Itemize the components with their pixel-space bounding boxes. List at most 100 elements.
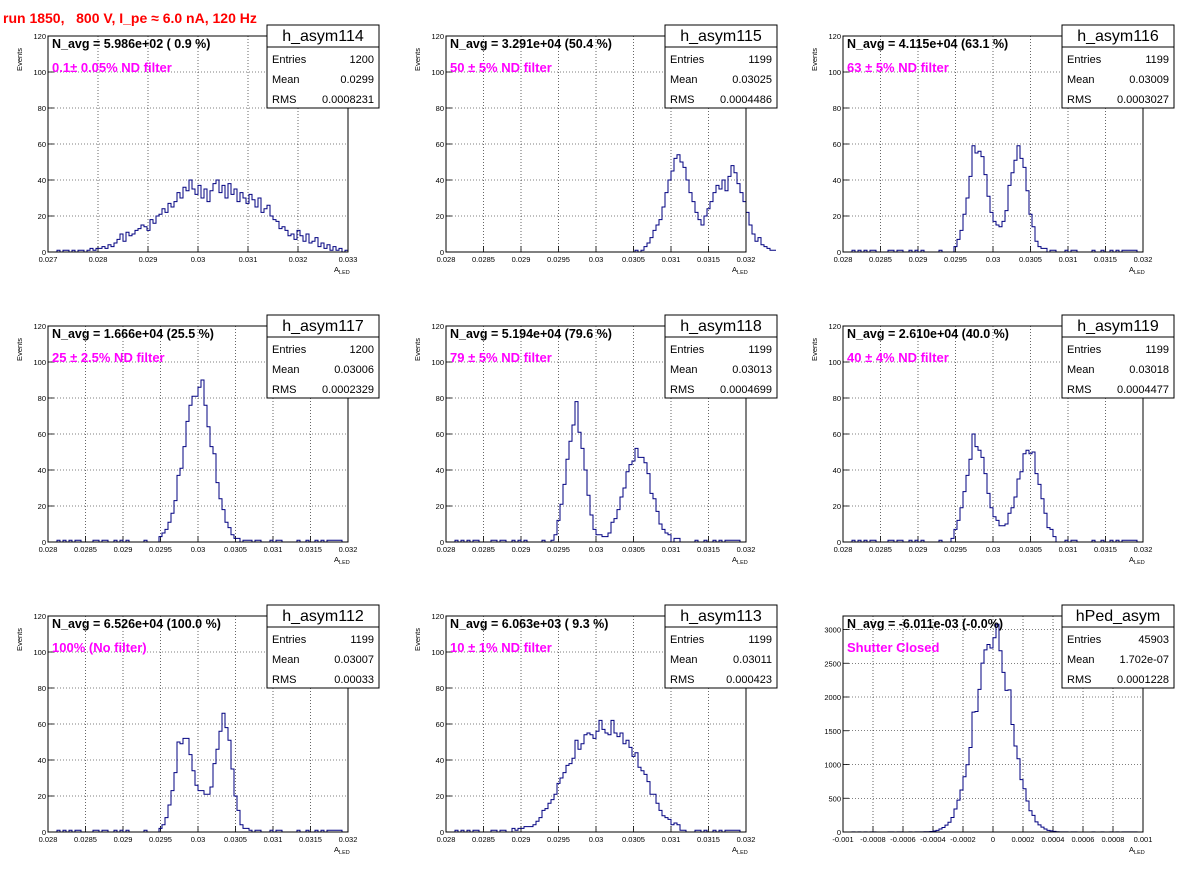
stats-label-entries: Entries [670, 634, 705, 646]
stats-value-mean: 0.03009 [1129, 74, 1169, 86]
stats-value-rms: 0.0001228 [1117, 674, 1169, 686]
stats-label-rms: RMS [670, 384, 694, 396]
plot-frame [445, 615, 747, 833]
stats-label-entries: Entries [1067, 344, 1102, 356]
filter-label: 40 ± 4% ND filter [847, 350, 949, 365]
x-tick-label: 0.032 [1134, 545, 1153, 554]
y-axis-label: Events [810, 48, 819, 71]
plot-frame [47, 615, 349, 833]
y-tick-label: 0 [440, 248, 444, 257]
plot-frame [842, 615, 1144, 833]
stats-label-entries: Entries [670, 344, 705, 356]
x-tick-label: 0.0315 [1094, 545, 1117, 554]
y-tick-label: 0 [837, 828, 841, 837]
x-tick-label: -0.0008 [860, 835, 885, 844]
y-tick-label: 100 [828, 68, 841, 77]
stats-label-rms: RMS [272, 674, 296, 686]
y-tick-label: 1500 [824, 727, 841, 736]
x-tick-label: 0 [991, 835, 995, 844]
x-tick-label: 0.031 [1059, 545, 1078, 554]
x-tick-label: 0.0008 [1102, 835, 1125, 844]
info-line: N_avg = 6.063e+03 ( 9.3 %) [450, 617, 608, 631]
x-tick-label: 0.0295 [547, 835, 570, 844]
x-tick-label: 0.0315 [299, 545, 322, 554]
x-tick-label: 0.029 [909, 255, 928, 264]
x-tick-label: 0.0006 [1072, 835, 1095, 844]
x-tick-label: 0.029 [114, 835, 133, 844]
x-tick-label: 0.031 [264, 545, 283, 554]
x-tick-label: 0.03 [589, 835, 604, 844]
y-tick-label: 20 [436, 792, 444, 801]
stats-value-entries: 1199 [748, 344, 772, 356]
x-axis-label-sub: LED [339, 850, 350, 856]
x-tick-label: 0.0295 [149, 835, 172, 844]
stats-value-rms: 0.0008231 [322, 94, 374, 106]
stats-box [266, 314, 380, 399]
x-axis-label-sub: LED [1134, 270, 1145, 276]
plot-frame [47, 325, 349, 543]
stats-label-mean: Mean [1067, 364, 1095, 376]
x-tick-label: 0.0285 [869, 545, 892, 554]
y-tick-label: 100 [33, 648, 46, 657]
stats-label-mean: Mean [670, 654, 698, 666]
stats-label-mean: Mean [272, 654, 300, 666]
stats-title: h_asym119 [1077, 318, 1159, 335]
histogram-panel-h_asym115: 0.028 0.0285 0.029 0.0295 0.03 0.0305 0.031 0.0… [413, 24, 778, 276]
x-tick-label: 0.032 [737, 545, 756, 554]
plot-frame [445, 35, 747, 253]
y-tick-label: 40 [436, 756, 444, 765]
plot-frame [47, 35, 349, 253]
y-tick-label: 40 [38, 756, 46, 765]
stats-label-entries: Entries [272, 344, 307, 356]
stats-value-mean: 0.0299 [340, 74, 374, 86]
x-axis-label: ALED [334, 555, 350, 566]
x-tick-label: 0.0285 [74, 835, 97, 844]
x-tick-label: 0.001 [1134, 835, 1153, 844]
filter-label: 10 ± 1% ND filter [450, 640, 552, 655]
stats-value-entries: 45903 [1138, 634, 1169, 646]
plot-frame [445, 325, 747, 543]
stats-label-mean: Mean [670, 364, 698, 376]
x-tick-label: -0.001 [832, 835, 853, 844]
x-tick-label: 0.0295 [547, 255, 570, 264]
stats-title: h_asym117 [282, 318, 364, 335]
y-tick-label: 80 [436, 394, 444, 403]
y-tick-label: 60 [436, 720, 444, 729]
y-tick-label: 20 [38, 792, 46, 801]
x-tick-label: 0.0305 [1019, 545, 1042, 554]
stats-title: h_asym113 [680, 608, 762, 625]
stats-value-entries: 1199 [748, 54, 772, 66]
info-line: N_avg = 1.666e+04 (25.5 %) [52, 327, 214, 341]
x-tick-label: 0.0295 [547, 545, 570, 554]
y-axis-label: Events [413, 628, 422, 651]
y-tick-label: 100 [431, 648, 444, 657]
y-tick-label: 80 [38, 684, 46, 693]
y-tick-label: 0 [440, 828, 444, 837]
filter-label: 25 ± 2.5% ND filter [52, 350, 165, 365]
y-tick-label: 40 [38, 466, 46, 475]
y-tick-label: 2500 [824, 659, 841, 668]
y-tick-label: 80 [436, 684, 444, 693]
y-tick-label: 40 [833, 466, 841, 475]
histogram-panel-h_asym112: 0.028 0.0285 0.029 0.0295 0.03 0.0305 0.031 0.0… [15, 604, 380, 856]
x-tick-label: 0.032 [737, 255, 756, 264]
x-tick-label: 0.0305 [622, 545, 645, 554]
y-tick-label: 1000 [824, 761, 841, 770]
x-axis-label: ALED [732, 265, 748, 276]
x-tick-label: 0.031 [662, 835, 681, 844]
x-tick-label: 0.029 [139, 255, 158, 264]
x-tick-label: 0.0305 [1019, 255, 1042, 264]
x-axis-label: ALED [1129, 555, 1145, 566]
y-tick-label: 0 [440, 538, 444, 547]
y-tick-label: 40 [436, 176, 444, 185]
y-tick-label: 100 [828, 358, 841, 367]
x-tick-label: 0.0315 [1094, 255, 1117, 264]
stats-box [266, 604, 380, 689]
x-tick-label: 0.028 [437, 255, 456, 264]
stats-title: h_asym116 [1077, 28, 1159, 45]
y-tick-label: 100 [33, 68, 46, 77]
x-tick-label: 0.029 [512, 545, 531, 554]
y-tick-label: 100 [431, 68, 444, 77]
x-tick-label: 0.031 [662, 545, 681, 554]
x-axis-label-sub: LED [1134, 850, 1145, 856]
